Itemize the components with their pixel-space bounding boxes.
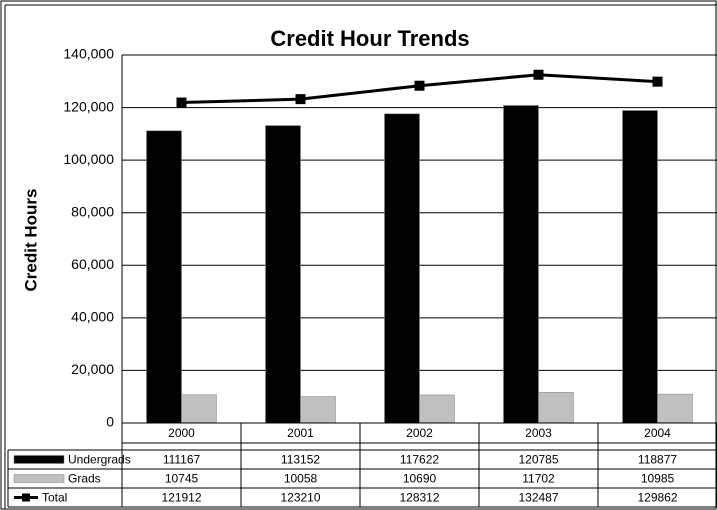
- bar: [300, 396, 336, 424]
- legend-swatch: [22, 493, 30, 502]
- table-value: 118877: [638, 453, 677, 467]
- y-axis-label: Credit Hours: [21, 189, 40, 292]
- marker: [414, 80, 425, 91]
- table-value: 117622: [400, 453, 439, 467]
- marker: [533, 69, 544, 80]
- table-value: 120785: [518, 453, 558, 467]
- y-tick-label: 0: [106, 414, 114, 430]
- bar: [181, 394, 217, 424]
- bar: [419, 394, 455, 424]
- x-tick-label: 2000: [168, 426, 195, 440]
- marker: [176, 97, 187, 108]
- marker: [295, 94, 306, 105]
- table-value: 123210: [280, 491, 320, 505]
- table-value: 132487: [518, 491, 558, 505]
- bar: [622, 110, 658, 424]
- x-tick-label: 2003: [525, 426, 552, 440]
- bar: [265, 125, 301, 424]
- x-tick-label: 2002: [406, 426, 433, 440]
- legend-swatch: [13, 474, 65, 483]
- legend-label: Undergrads: [68, 453, 131, 467]
- y-tick-label: 100,000: [63, 151, 114, 167]
- marker: [652, 76, 663, 87]
- table-value: 10690: [403, 472, 437, 486]
- table-value: 113152: [281, 453, 320, 467]
- legend-swatch: [13, 455, 65, 464]
- x-tick-label: 2001: [287, 426, 314, 440]
- bar: [384, 113, 420, 424]
- y-tick-label: 120,000: [63, 98, 114, 114]
- table-value: 10745: [165, 472, 199, 486]
- table-value: 129862: [637, 491, 677, 505]
- table-value: 111167: [163, 453, 201, 467]
- y-tick-label: 140,000: [63, 46, 114, 62]
- legend-label: Total: [42, 491, 67, 505]
- chart-title: Credit Hour Trends: [270, 26, 469, 51]
- bar: [146, 130, 182, 424]
- bar: [503, 105, 539, 424]
- x-tick-label: 2004: [644, 426, 671, 440]
- bar: [657, 393, 693, 424]
- y-tick-label: 60,000: [71, 256, 114, 272]
- table-value: 10985: [641, 472, 675, 486]
- y-tick-label: 80,000: [71, 203, 114, 219]
- y-tick-label: 40,000: [71, 309, 114, 325]
- legend-label: Grads: [68, 472, 101, 486]
- bar: [538, 391, 574, 424]
- table-value: 11702: [522, 472, 555, 486]
- table-value: 128312: [399, 491, 439, 505]
- table-value: 10058: [284, 472, 318, 486]
- y-tick-label: 20,000: [71, 361, 114, 377]
- table-value: 121912: [161, 491, 201, 505]
